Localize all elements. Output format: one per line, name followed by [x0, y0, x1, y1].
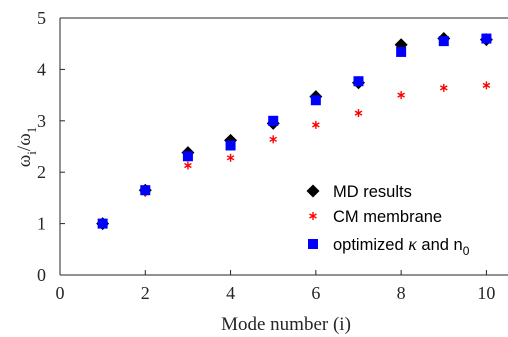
data-marks: [96, 32, 493, 230]
x-axis-label: Mode number (i): [221, 314, 351, 335]
legend-optimized-sub: 0: [463, 244, 470, 258]
optimized-point: [268, 116, 278, 126]
cm-point: [398, 91, 405, 99]
legend-symbol-md: [307, 185, 320, 198]
x-tick-label: 2: [141, 283, 150, 303]
legend-label-md: MD results: [333, 183, 412, 201]
cm-point: [270, 135, 277, 143]
cm-point: [184, 162, 191, 170]
x-tick-label: 0: [56, 283, 65, 303]
cm-point: [440, 84, 447, 92]
cm-point: [355, 109, 362, 117]
y-tick-label: 4: [37, 59, 46, 79]
optimized-point: [226, 140, 236, 150]
y-tick-label: 2: [37, 162, 46, 182]
legend-optimized-kappa: κ: [408, 234, 417, 254]
optimized-point: [396, 47, 406, 57]
cm-point: [312, 121, 319, 129]
legend-marker: [308, 239, 318, 249]
y-tick-label: 0: [37, 265, 46, 285]
x-tick-label: 8: [397, 283, 406, 303]
y-axis-label: ωi/ω1: [14, 127, 39, 167]
legend-symbol-optimized: [308, 239, 318, 249]
optimized-point: [140, 185, 150, 195]
y-label-slash-omega: /ω: [14, 133, 35, 151]
legend-optimized-prefix: optimized: [333, 236, 408, 254]
legend-marker: [310, 212, 317, 220]
y-label-omega-i: ω: [14, 155, 35, 168]
y-label-sub-1: 1: [24, 127, 39, 134]
optimized-point: [439, 36, 449, 46]
legend-label-cm: CM membrane: [333, 208, 442, 226]
legend-symbol-cm: [310, 212, 317, 220]
cm-point: [483, 81, 490, 89]
optimized-point: [311, 95, 321, 105]
optimized-point: [353, 76, 363, 86]
x-tick-label: 4: [226, 283, 235, 303]
cm-point: [227, 154, 234, 162]
legend-marker: [307, 185, 320, 198]
optimized-point: [481, 34, 491, 44]
optimized-point: [183, 151, 193, 161]
y-tick-label: 1: [37, 214, 46, 234]
x-tick-label: 6: [311, 283, 320, 303]
optimized-point: [98, 219, 108, 229]
legend-label-optimized: optimized κ and n0: [333, 234, 470, 258]
legend: MD results CM membrane optimized κ and n…: [307, 183, 470, 258]
x-tick-label: 10: [477, 283, 495, 303]
legend-optimized-middle: and n: [417, 236, 463, 254]
y-tick-label: 5: [37, 8, 46, 28]
